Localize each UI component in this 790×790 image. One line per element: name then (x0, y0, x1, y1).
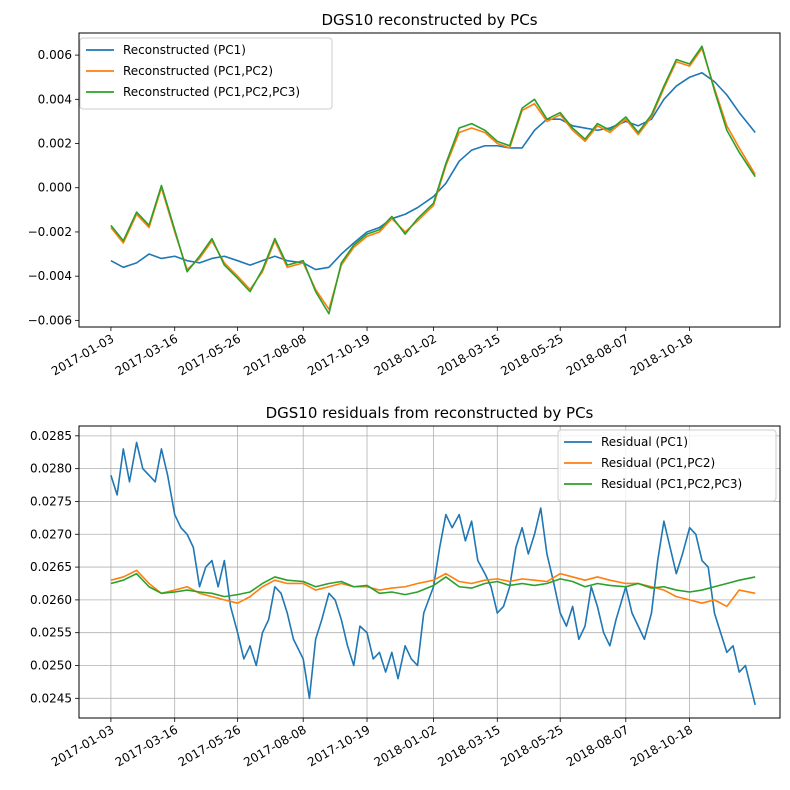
legend-box (557, 429, 777, 502)
legend-label: Reconstructed (PC1,PC2,PC3) (123, 85, 300, 99)
series-group (110, 45, 756, 315)
y-tick-label: 0.000 (38, 181, 72, 195)
series-line-1 (110, 441, 756, 706)
y-tick-label: 0.0285 (30, 429, 72, 443)
legend-label: Residual (PC1,PC2,PC3) (601, 477, 742, 491)
y-tick-label: 0.0275 (30, 494, 72, 508)
chart-title: DGS10 reconstructed by PCs (321, 11, 537, 29)
series-line-3 (110, 45, 756, 315)
y-tick-label: 0.0270 (30, 527, 72, 541)
y-tick-label: 0.0265 (30, 560, 72, 574)
series-line-2 (110, 569, 756, 608)
plot-frame (78, 425, 781, 719)
plot-frame (78, 32, 781, 328)
legend: Residual (PC1) Residual (PC1,PC2) Residual… (557, 429, 777, 502)
y-tick-label: −0.002 (28, 225, 72, 239)
legend-box (79, 37, 333, 110)
chart-title: DGS10 residuals from reconstructed by PC… (266, 404, 594, 422)
legend-label: Reconstructed (PC1,PC2) (123, 64, 273, 78)
y-tick-label: 0.0245 (30, 691, 72, 705)
series-group (110, 441, 756, 706)
legend-label: Residual (PC1) (601, 435, 688, 449)
y-tick-label: 0.0255 (30, 626, 72, 640)
y-tick-label: 0.0260 (30, 593, 72, 607)
legend: Reconstructed (PC1) Reconstructed (PC1,PC… (79, 37, 333, 110)
series-line-3 (110, 572, 756, 598)
y-tick-label: 0.002 (38, 137, 72, 151)
y-tick-label: 0.004 (38, 92, 72, 106)
y-tick-label: 0.0280 (30, 462, 72, 476)
y-tick-label: 0.0250 (30, 659, 72, 673)
legend-label: Residual (PC1,PC2) (601, 456, 715, 470)
legend-label: Reconstructed (PC1) (123, 43, 246, 57)
y-tick-label: 0.006 (38, 48, 72, 62)
y-tick-label: −0.004 (28, 269, 72, 283)
y-tick-label: −0.006 (28, 313, 72, 327)
